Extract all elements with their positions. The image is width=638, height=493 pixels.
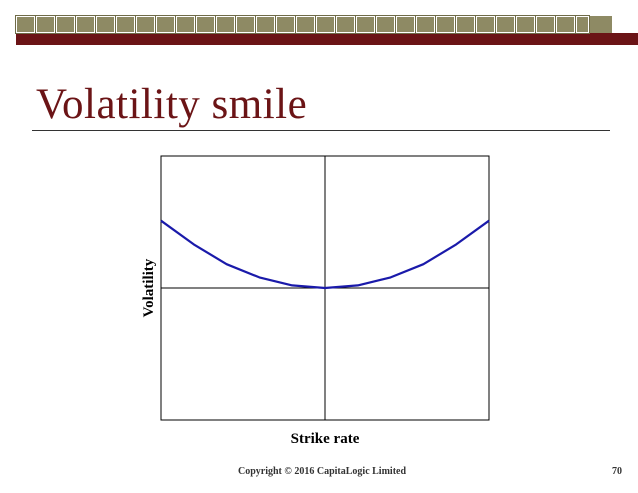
- banner-square: [475, 15, 496, 34]
- banner-square: [275, 15, 296, 34]
- page-number: 70: [612, 466, 622, 477]
- copyright-notice: Copyright © 2016 CapitaLogic Limited: [238, 466, 407, 477]
- banner-square: [255, 15, 276, 34]
- title-banner: [0, 0, 638, 48]
- banner-square: [215, 15, 236, 34]
- banner-square: [155, 15, 176, 34]
- volatility-curve: [160, 219, 490, 290]
- banner-square: [455, 15, 476, 34]
- banner-square: [575, 15, 590, 34]
- banner-squares: [15, 15, 590, 34]
- banner-square: [175, 15, 196, 34]
- banner-square: [415, 15, 436, 34]
- banner-square: [115, 15, 136, 34]
- banner-square: [35, 15, 56, 34]
- banner-square: [295, 15, 316, 34]
- banner-square: [355, 15, 376, 34]
- banner-square: [95, 15, 116, 34]
- banner-square: [555, 15, 576, 34]
- title-underline: [32, 130, 610, 131]
- banner-square: [335, 15, 356, 34]
- banner-square: [195, 15, 216, 34]
- x-axis-label: Strike rate: [291, 431, 360, 447]
- banner-maroon-strip: [16, 33, 638, 45]
- banner-square: [535, 15, 556, 34]
- banner-square: [515, 15, 536, 34]
- banner-square: [75, 15, 96, 34]
- banner-square: [15, 15, 36, 34]
- page-title: Volatility smile: [36, 81, 308, 128]
- banner-square: [55, 15, 76, 34]
- banner-square: [495, 15, 516, 34]
- banner-square: [435, 15, 456, 34]
- banner-square: [395, 15, 416, 34]
- banner-square: [375, 15, 396, 34]
- banner-square: [235, 15, 256, 34]
- banner-square: [315, 15, 336, 34]
- y-axis-label: Volatility: [141, 258, 157, 317]
- banner-square: [135, 15, 156, 34]
